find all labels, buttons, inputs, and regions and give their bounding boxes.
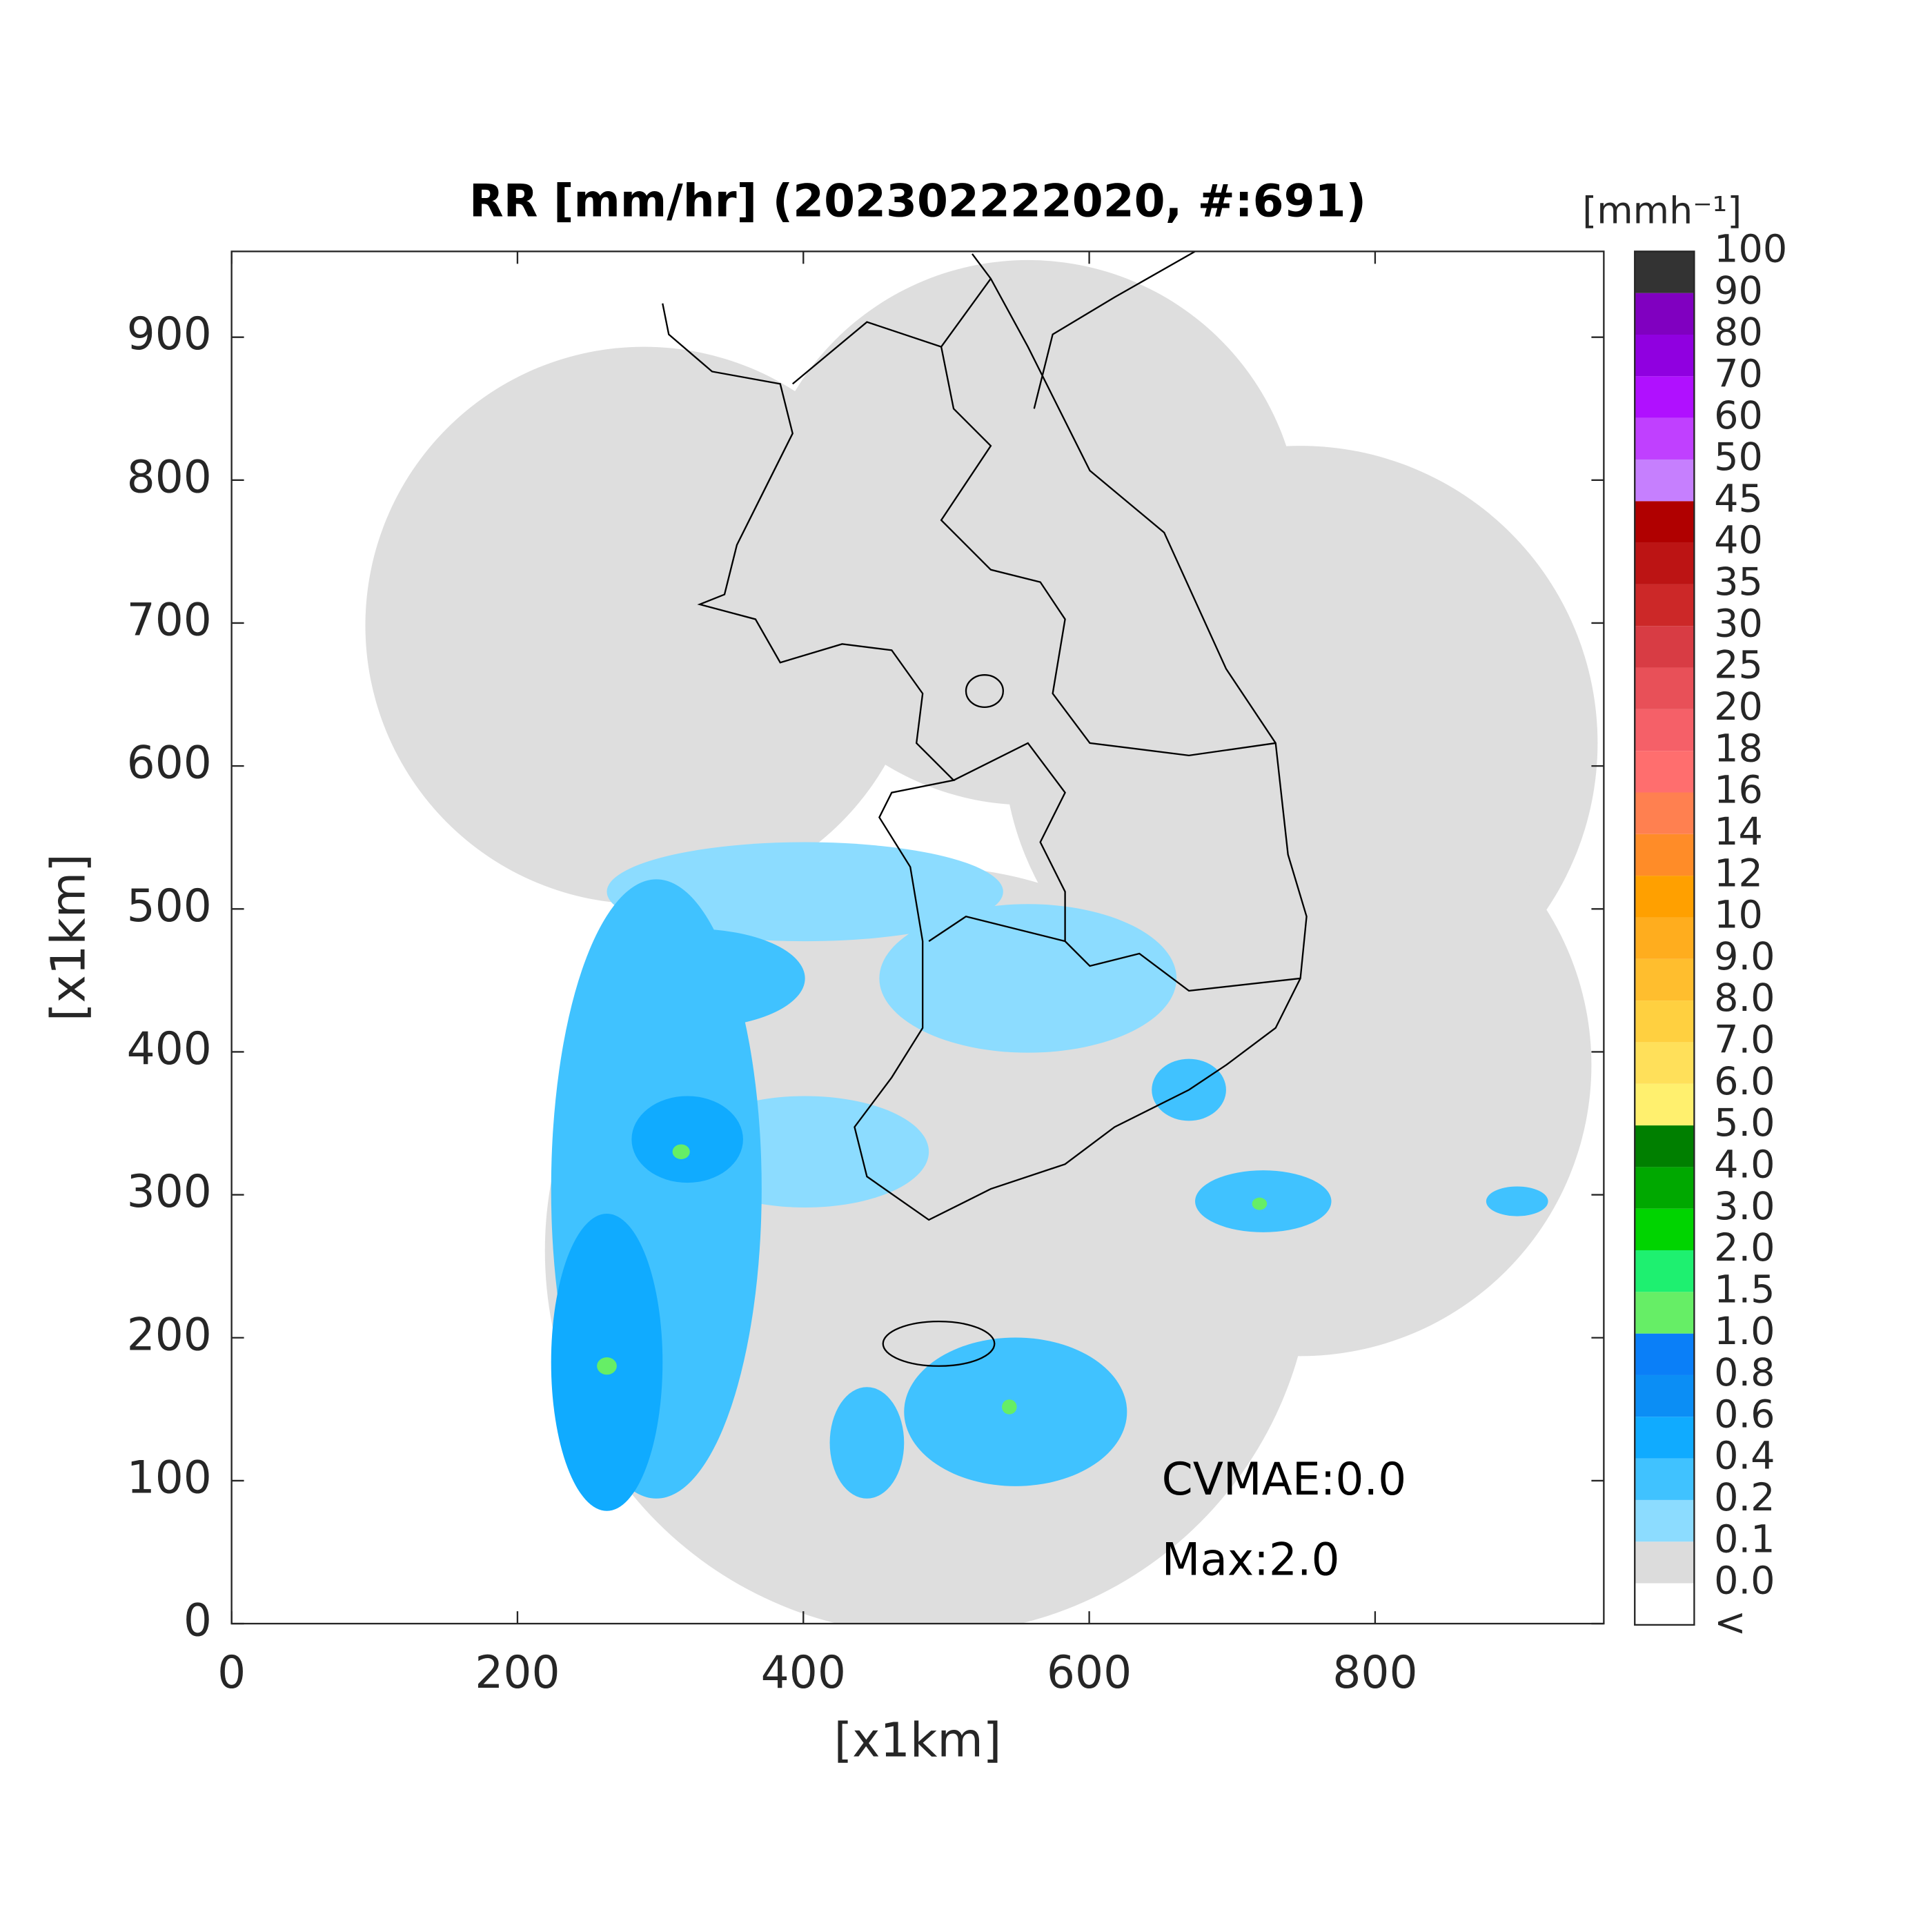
colorbar-tick-label: 0.2: [1714, 1475, 1775, 1520]
x-axis-label: [x1km]: [834, 1714, 1002, 1768]
colorbar-segment: [1635, 417, 1695, 460]
y-tick-label: 900: [127, 308, 212, 360]
y-tick-label: 800: [127, 451, 212, 503]
colorbar-tick-label: 80: [1714, 310, 1763, 355]
colorbar-segment: [1635, 1083, 1695, 1126]
colorbar-tick-label: 2.0: [1714, 1225, 1775, 1270]
colorbar-tick-label: 1.5: [1714, 1267, 1775, 1312]
colorbar-tick-label: 0.1: [1714, 1517, 1775, 1561]
colorbar-tick-label: 45: [1714, 476, 1763, 521]
colorbar-segment: [1635, 1000, 1695, 1043]
colorbar-tick-label: 7.0: [1714, 1018, 1775, 1063]
colorbar-tick-label: 1.0: [1714, 1309, 1775, 1354]
colorbar-segment: [1635, 667, 1695, 709]
chart-title: RR [mm/hr] (202302222020, #:691): [469, 176, 1366, 228]
colorbar-tick-label: 18: [1714, 726, 1763, 771]
colorbar-tick-label: 100: [1714, 226, 1787, 271]
y-tick-label: 100: [127, 1452, 212, 1504]
y-tick-label: 400: [127, 1023, 212, 1075]
precipitation: [551, 842, 1548, 1511]
colorbar-tick-label: 25: [1714, 643, 1763, 688]
map-layer: [365, 251, 1598, 1624]
annotation: CVMAE:0.0: [1162, 1454, 1407, 1506]
colorbar-tick-label: 30: [1714, 601, 1763, 646]
x-tick-label: 800: [1332, 1647, 1417, 1699]
colorbar-tick-label: <: [1714, 1600, 1746, 1645]
colorbar-tick-label: 4.0: [1714, 1142, 1775, 1187]
colorbar-tick-label: 90: [1714, 268, 1763, 313]
colorbar-segment: [1635, 917, 1695, 959]
y-tick-label: 500: [127, 880, 212, 932]
colorbar-tick-label: 8.0: [1714, 976, 1775, 1021]
colorbar-tick-label: 0.6: [1714, 1392, 1775, 1437]
x-tick-label: 200: [475, 1647, 560, 1699]
colorbar-tick-label: 40: [1714, 518, 1763, 563]
colorbar-tick-label: 16: [1714, 768, 1763, 813]
colorbar-segment: [1635, 1042, 1695, 1084]
colorbar-segment: [1635, 1374, 1695, 1417]
colorbar-segment: [1635, 1458, 1695, 1500]
colorbar-segment: [1635, 1125, 1695, 1167]
colorbar-tick-label: 0.0: [1714, 1559, 1775, 1604]
colorbar-segment: [1635, 1167, 1695, 1209]
colorbar-segment: [1635, 834, 1695, 876]
colorbar-segment: [1635, 1417, 1695, 1459]
x-tick-label: 600: [1047, 1647, 1132, 1699]
y-tick-label: 0: [184, 1595, 212, 1647]
colorbar-segment: [1635, 1499, 1695, 1542]
colorbar-segment: [1635, 1292, 1695, 1334]
y-tick-label: 300: [127, 1166, 212, 1218]
colorbar-segment: [1635, 751, 1695, 793]
colorbar-label: [mmh⁻¹]: [1582, 188, 1742, 232]
colorbar-segment: [1635, 459, 1695, 502]
colorbar-segment: [1635, 1250, 1695, 1292]
coastline: [662, 251, 1308, 1367]
colorbar-segment: [1635, 251, 1695, 293]
colorbar-segment: [1635, 1333, 1695, 1375]
colorbar-segment: [1635, 334, 1695, 377]
colorbar-tick-label: 70: [1714, 351, 1763, 396]
y-axis-label: [x1km]: [42, 854, 97, 1021]
colorbar-tick-label: 5.0: [1714, 1101, 1775, 1145]
colorbar-tick-label: 14: [1714, 809, 1763, 854]
colorbar-tick-label: 6.0: [1714, 1059, 1775, 1104]
colorbar-segment: [1635, 958, 1695, 1001]
colorbar-frame: [1634, 250, 1695, 1626]
colorbar-segment: [1635, 709, 1695, 751]
colorbar-tick-label: 0.4: [1714, 1434, 1775, 1479]
colorbar-tick-label: 12: [1714, 851, 1763, 896]
colorbar-tick-label: 50: [1714, 435, 1763, 480]
colorbar-segment: [1635, 501, 1695, 543]
colorbar-tick-label: 3.0: [1714, 1184, 1775, 1229]
colorbar-tick-label: 9.0: [1714, 934, 1775, 979]
colorbar-segment: [1635, 792, 1695, 834]
colorbar-segment: [1635, 1541, 1695, 1584]
colorbar-segment: [1635, 293, 1695, 335]
annotation: Max:2.0: [1162, 1535, 1340, 1586]
x-tick-label: 400: [761, 1647, 846, 1699]
colorbar-segment: [1635, 1208, 1695, 1251]
y-tick-label: 700: [127, 595, 212, 647]
colorbar-segment: [1635, 1583, 1695, 1625]
axes-frame: [230, 250, 1605, 1625]
colorbar-segment: [1635, 542, 1695, 584]
colorbar-segment: [1635, 584, 1695, 627]
colorbar-tick-label: 20: [1714, 684, 1763, 729]
colorbar-segment: [1635, 876, 1695, 918]
y-tick-label: 200: [127, 1309, 212, 1361]
colorbar-tick-label: 0.8: [1714, 1350, 1775, 1395]
colorbar-tick-label: 10: [1714, 893, 1763, 938]
colorbar-tick-label: 35: [1714, 560, 1763, 604]
colorbar-segment: [1635, 626, 1695, 668]
colorbar-tick-label: 60: [1714, 393, 1763, 438]
colorbar-segment: [1635, 376, 1695, 418]
x-tick-label: 0: [217, 1647, 246, 1699]
y-tick-label: 600: [127, 738, 212, 789]
